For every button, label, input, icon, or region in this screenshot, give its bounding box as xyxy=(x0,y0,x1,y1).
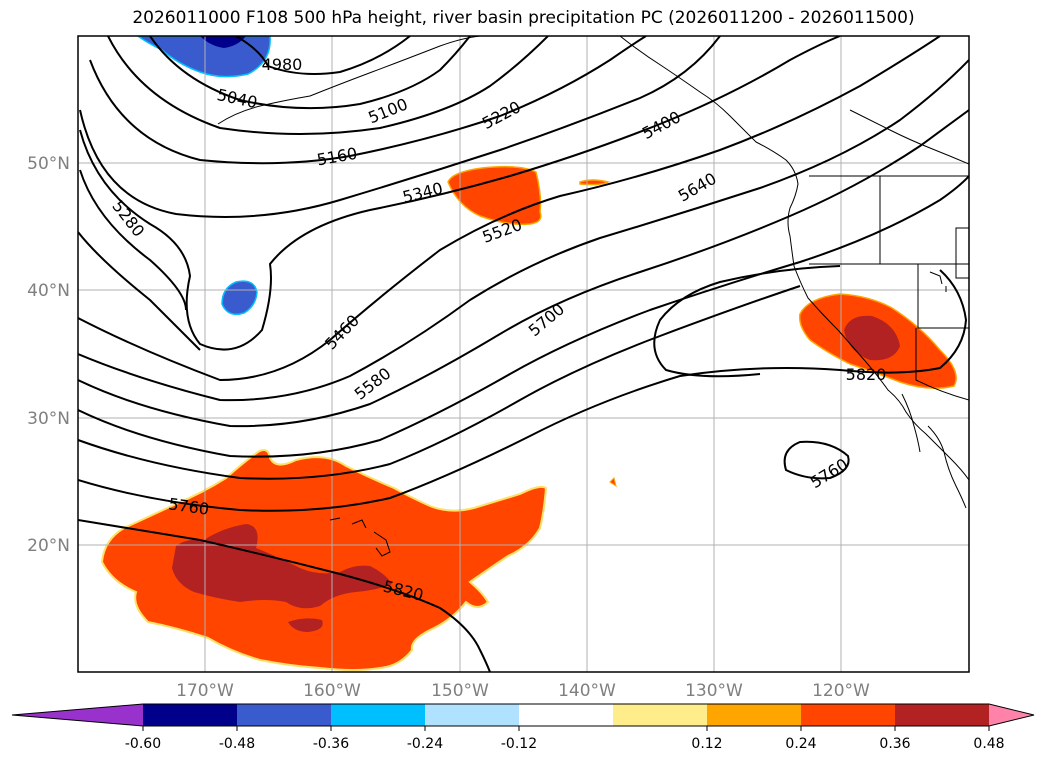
colorbar-extend-low xyxy=(12,704,143,726)
lon-label: 170°W xyxy=(176,681,234,701)
positive-region-speck xyxy=(579,179,611,186)
positive-region-dot xyxy=(609,477,617,488)
height-contours xyxy=(78,36,969,672)
negative-region-north xyxy=(136,36,271,78)
colorbar-tick-label: -0.36 xyxy=(313,736,349,752)
colorbar-tick-label: 0.48 xyxy=(973,736,1004,752)
contour-label: 5820 xyxy=(846,365,887,384)
colorbar-segment xyxy=(425,704,520,726)
colorbar-segment xyxy=(331,704,426,726)
colorbar-tick-label: 0.12 xyxy=(691,736,722,752)
very-strong-positive-blob xyxy=(288,618,323,632)
negative-region-small xyxy=(221,280,258,316)
lat-label: 50°N xyxy=(27,154,70,174)
coastlines xyxy=(217,36,969,557)
map-frame xyxy=(77,35,970,673)
colorbar-extend-high xyxy=(989,704,1034,726)
very-strong-positive-california xyxy=(844,315,900,361)
colorbar-tick-label: -0.60 xyxy=(125,736,161,752)
colorbar-segment xyxy=(143,704,238,726)
map-title: 2026011000 F108 500 hPa height, river ba… xyxy=(132,8,915,28)
colorbar-segment xyxy=(707,704,802,726)
lon-label: 160°W xyxy=(303,681,361,701)
latitude-labels: 50°N 40°N 30°N 20°N xyxy=(27,154,70,556)
lon-label: 120°W xyxy=(812,681,870,701)
colorbar-segment xyxy=(895,704,990,726)
map-plot-area xyxy=(78,36,969,672)
lat-label: 40°N xyxy=(27,281,70,301)
lon-label: 130°W xyxy=(685,681,743,701)
lon-label: 150°W xyxy=(431,681,489,701)
colorbar-tick-label: 0.24 xyxy=(785,736,816,752)
longitude-labels: 170°W 160°W 150°W 140°W 130°W 120°W xyxy=(176,681,870,701)
positive-region-subtropical xyxy=(100,449,548,671)
lat-label: 30°N xyxy=(27,409,70,429)
colorbar: -0.60 -0.48 -0.36 -0.24 -0.12 0.12 0.24 0.36 0.4… xyxy=(11,703,1035,752)
colorbar-segment xyxy=(237,704,332,726)
lat-label: 20°N xyxy=(27,536,70,556)
colorbar-tick-label: -0.12 xyxy=(501,736,537,752)
colorbar-tick-label: -0.48 xyxy=(219,736,255,752)
colorbar-tick-label: -0.24 xyxy=(407,736,443,752)
colorbar-tick-label: 0.36 xyxy=(879,736,910,752)
graticule xyxy=(78,36,969,672)
lon-label: 140°W xyxy=(558,681,616,701)
strong-negative-region-north xyxy=(200,36,246,48)
colorbar-segment xyxy=(613,704,708,726)
colorbar-segment xyxy=(801,704,896,726)
colorbar-segment xyxy=(519,704,614,726)
contour-label: 4980 xyxy=(262,55,303,74)
